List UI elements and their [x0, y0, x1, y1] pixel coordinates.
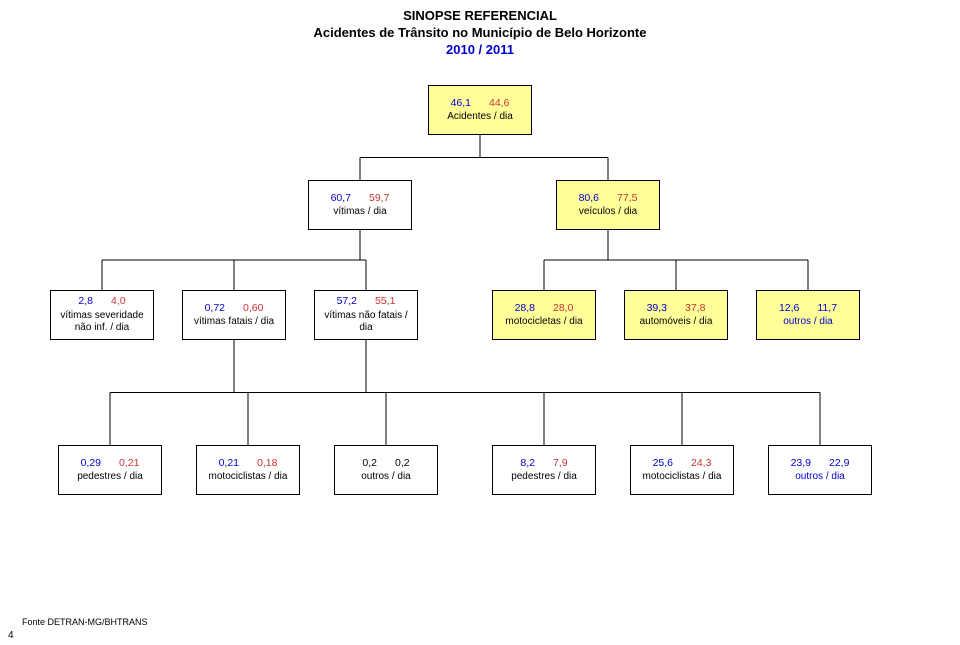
- node-label: Acidentes / dia: [447, 111, 513, 124]
- node-n8: 12,6 11,7outros / dia: [756, 290, 860, 340]
- node-label: outros / dia: [361, 471, 410, 484]
- node-values: 25,6 24,3: [653, 457, 712, 470]
- node-values: 80,6 77,5: [579, 192, 638, 205]
- node-values: 2,8 4,0: [78, 295, 125, 308]
- node-n4: 0,72 0,60vítimas fatais / dia: [182, 290, 286, 340]
- node-values: 0,29 0,21: [81, 457, 140, 470]
- node-n13: 25,6 24,3motociclistas / dia: [630, 445, 734, 495]
- page-number: 4: [8, 630, 14, 641]
- node-values: 28,8 28,0: [515, 302, 574, 315]
- value-2010: 60,7: [331, 192, 351, 205]
- node-label: vítimas severidade não inf. / dia: [55, 310, 149, 335]
- node-label: vítimas / dia: [333, 206, 386, 219]
- node-n1: 60,7 59,7vítimas / dia: [308, 180, 412, 230]
- node-label: automóveis / dia: [640, 316, 713, 329]
- value-2010: 0,2: [362, 457, 377, 470]
- title-line2: Acidentes de Trânsito no Município de Be…: [0, 25, 960, 42]
- value-2011: 44,6: [489, 97, 509, 110]
- node-n10: 0,21 0,18motociclistas / dia: [196, 445, 300, 495]
- value-2010: 80,6: [579, 192, 599, 205]
- node-n11: 0,2 0,2outros / dia: [334, 445, 438, 495]
- node-label: outros / dia: [795, 471, 844, 484]
- value-2010: 28,8: [515, 302, 535, 315]
- node-values: 46,1 44,6: [451, 97, 510, 110]
- title-block: SINOPSE REFERENCIAL Acidentes de Trânsit…: [0, 0, 960, 59]
- value-2011: 37,8: [685, 302, 705, 315]
- title-line3: 2010 / 2011: [0, 42, 960, 59]
- value-2011: 24,3: [691, 457, 711, 470]
- node-values: 39,3 37,8: [647, 302, 706, 315]
- value-2010: 0,72: [205, 302, 225, 315]
- node-n6: 28,8 28,0motocicletas / dia: [492, 290, 596, 340]
- node-values: 0,21 0,18: [219, 457, 278, 470]
- value-2010: 0,21: [219, 457, 239, 470]
- value-2011: 28,0: [553, 302, 573, 315]
- node-values: 23,9 22,9: [791, 457, 850, 470]
- value-2011: 7,9: [553, 457, 568, 470]
- value-2011: 77,5: [617, 192, 637, 205]
- value-2010: 23,9: [791, 457, 811, 470]
- node-values: 0,2 0,2: [362, 457, 409, 470]
- node-values: 12,6 11,7: [779, 302, 837, 315]
- node-label: motocicletas / dia: [505, 316, 582, 329]
- node-n3: 2,8 4,0 vítimas severidade não inf. / dia: [50, 290, 154, 340]
- node-values: 8,2 7,9: [520, 457, 567, 470]
- source-note: Fonte DETRAN-MG/BHTRANS: [22, 617, 148, 627]
- node-label: veículos / dia: [579, 206, 637, 219]
- node-values: 57,2 55,1: [337, 295, 396, 308]
- value-2010: 57,2: [337, 295, 357, 308]
- value-2010: 25,6: [653, 457, 673, 470]
- node-n7: 39,3 37,8automóveis / dia: [624, 290, 728, 340]
- value-2010: 2,8: [78, 295, 93, 308]
- node-label: outros / dia: [783, 316, 832, 329]
- value-2011: 55,1: [375, 295, 395, 308]
- node-n14: 23,9 22,9outros / dia: [768, 445, 872, 495]
- value-2010: 46,1: [451, 97, 471, 110]
- node-label: vítimas não fatais / dia: [319, 310, 413, 335]
- value-2011: 0,2: [395, 457, 410, 470]
- node-n12: 8,2 7,9pedestres / dia: [492, 445, 596, 495]
- title-line1: SINOPSE REFERENCIAL: [0, 8, 960, 25]
- node-label: pedestres / dia: [511, 471, 577, 484]
- node-label: pedestres / dia: [77, 471, 143, 484]
- value-2011: 0,60: [243, 302, 263, 315]
- node-n0: 46,1 44,6Acidentes / dia: [428, 85, 532, 135]
- value-2011: 22,9: [829, 457, 849, 470]
- node-n2: 80,6 77,5veículos / dia: [556, 180, 660, 230]
- node-values: 60,7 59,7: [331, 192, 390, 205]
- node-n5: 57,2 55,1 vítimas não fatais / dia: [314, 290, 418, 340]
- node-label: motociclistas / dia: [209, 471, 288, 484]
- value-2011: 11,7: [817, 302, 837, 315]
- value-2010: 12,6: [779, 302, 799, 315]
- value-2011: 0,21: [119, 457, 139, 470]
- node-values: 0,72 0,60: [205, 302, 264, 315]
- value-2011: 4,0: [111, 295, 126, 308]
- value-2010: 0,29: [81, 457, 101, 470]
- value-2011: 0,18: [257, 457, 277, 470]
- value-2011: 59,7: [369, 192, 389, 205]
- node-label: vítimas fatais / dia: [194, 316, 274, 329]
- value-2010: 39,3: [647, 302, 667, 315]
- node-n9: 0,29 0,21pedestres / dia: [58, 445, 162, 495]
- value-2010: 8,2: [520, 457, 535, 470]
- node-label: motociclistas / dia: [643, 471, 722, 484]
